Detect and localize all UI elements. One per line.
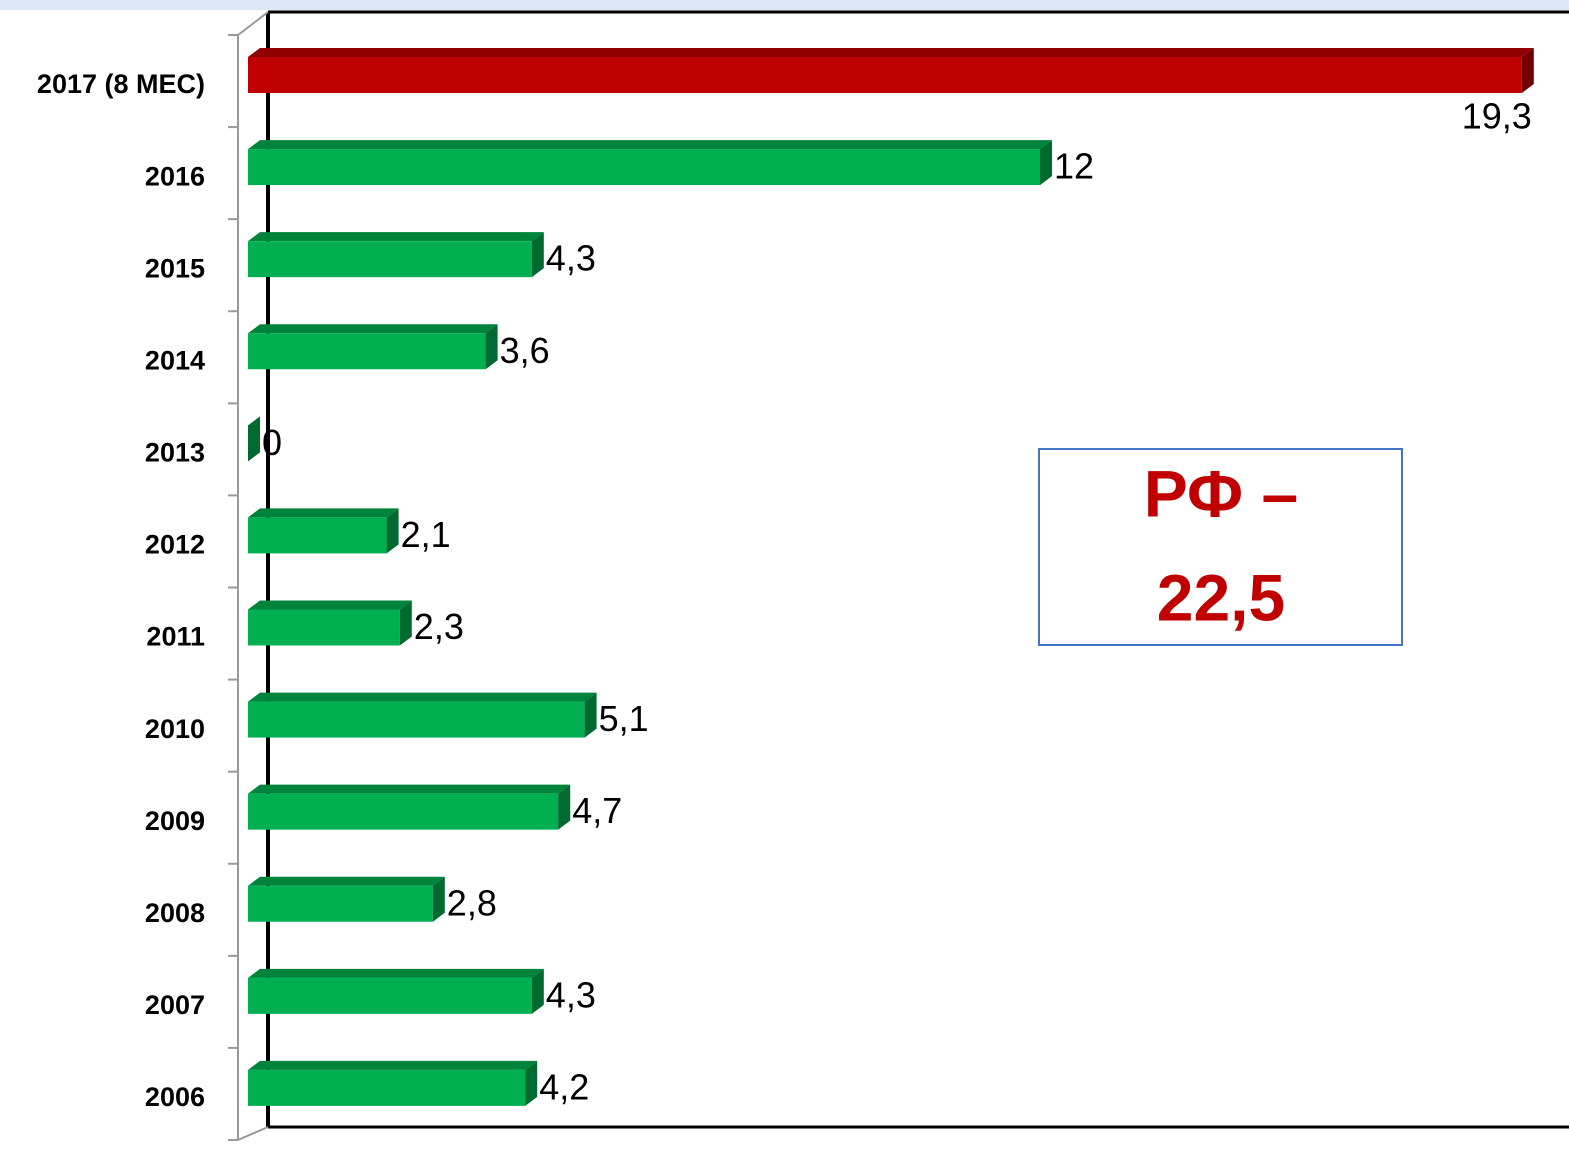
annotation-line: РФ – [1144, 456, 1299, 530]
value-label: 2,8 [447, 882, 497, 923]
bar-top [248, 600, 412, 610]
bar-side [248, 416, 260, 462]
category-label: 2015 [145, 253, 205, 283]
value-label: 5,1 [599, 698, 649, 739]
value-label: 3,6 [500, 330, 550, 371]
annotation-box [1038, 448, 1403, 646]
bar-side [1040, 140, 1052, 186]
value-label: 12 [1054, 146, 1094, 187]
category-label: 2017 (8 МЕС) [37, 69, 205, 99]
bar-top [248, 876, 445, 886]
category-label: 2012 [145, 530, 205, 560]
category-label: 2008 [145, 898, 205, 928]
bar [248, 609, 400, 646]
category-label: 2009 [145, 806, 205, 836]
bar-top [248, 232, 544, 242]
category-label: 2007 [145, 990, 205, 1020]
bar-top [248, 48, 1534, 57]
bar-side [525, 1060, 538, 1106]
bar-top [248, 140, 1052, 150]
bar [248, 57, 1522, 93]
bar-side [531, 968, 544, 1014]
value-label: 4,3 [546, 974, 596, 1015]
category-label: 2014 [145, 345, 205, 375]
bar [248, 1069, 526, 1106]
bar-side [432, 876, 445, 922]
bar-side [584, 692, 597, 738]
bar-top [248, 692, 597, 702]
bar [248, 977, 532, 1014]
value-label: 2,3 [414, 606, 464, 647]
category-label: 2011 [146, 622, 205, 652]
side-wall-top [237, 11, 269, 36]
top-band [0, 0, 1569, 10]
bar-side [558, 784, 571, 830]
bar-side [531, 232, 544, 278]
value-label: 4,3 [546, 238, 596, 279]
bar [248, 241, 532, 278]
value-label: 0 [262, 422, 282, 463]
bar-top [248, 324, 498, 334]
side-wall-bottom [237, 1126, 269, 1141]
bar-top [248, 784, 571, 794]
category-label: 2006 [145, 1082, 205, 1112]
annotation-line: 22,5 [1157, 560, 1285, 634]
category-label: 2016 [145, 161, 205, 191]
category-label: 2013 [145, 438, 205, 468]
bar [248, 333, 486, 370]
value-label: 2,1 [401, 514, 451, 555]
bar-side [1521, 48, 1534, 93]
value-label: 4,2 [539, 1066, 589, 1107]
bar [248, 793, 559, 830]
category-label: 2010 [145, 714, 205, 744]
bar [248, 885, 433, 922]
bar [248, 149, 1040, 186]
bar-side [386, 508, 399, 554]
bar-side [399, 600, 412, 646]
bar-side [485, 324, 498, 370]
value-label: 4,7 [572, 790, 622, 831]
bar-top [248, 508, 399, 518]
bar [248, 701, 585, 738]
value-label: 19,3 [1462, 96, 1532, 137]
bar-top [248, 968, 544, 978]
bar [248, 517, 387, 554]
bar-top [248, 1060, 538, 1070]
